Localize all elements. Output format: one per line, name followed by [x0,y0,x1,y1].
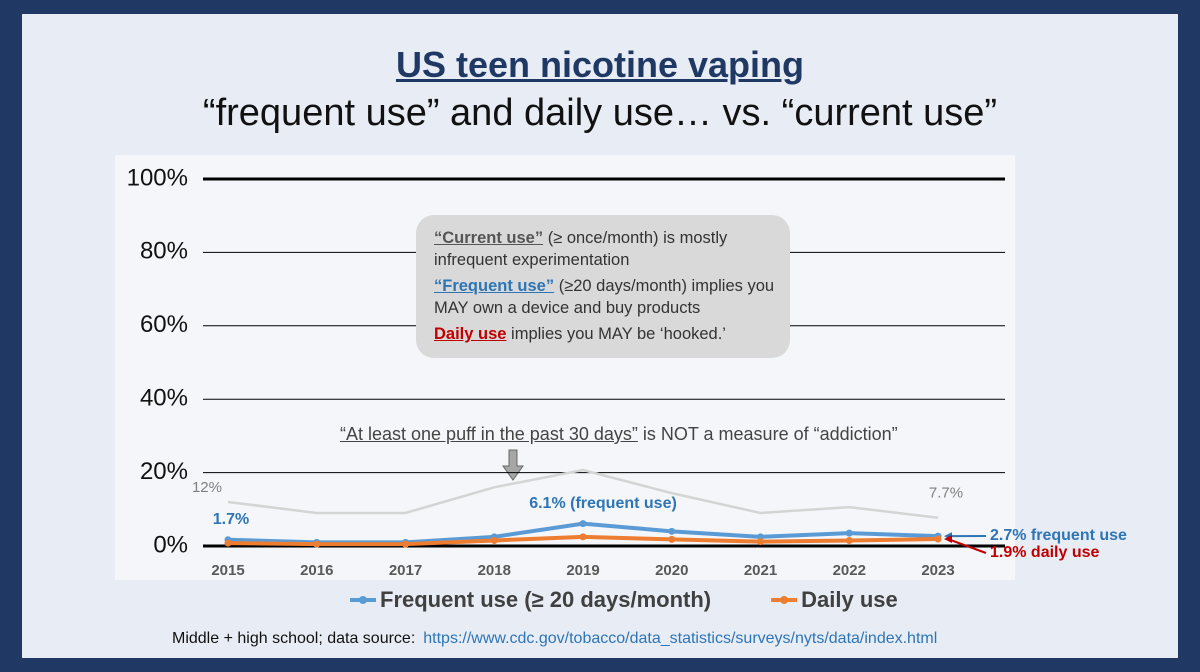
x-tick-label: 2021 [744,562,777,579]
callout-line: “Frequent use” (≥20 days/month) implies … [434,275,776,319]
note-text: is NOT a measure of “addiction” [637,424,898,444]
label-arrowhead [944,535,952,544]
value-label: 7.7% [929,485,963,502]
point [224,539,232,547]
source-url[interactable]: https://www.cdc.gov/tobacco/data_statist… [423,630,938,647]
x-tick-label: 2018 [478,562,511,579]
x-tick-label: 2016 [300,562,333,579]
y-tick-label: 40% [140,385,188,412]
source-text: Middle + high school; data source: [172,630,416,647]
callout-emphasis: “Current use” [434,229,544,247]
y-tick-label: 20% [140,458,188,485]
series-line [227,468,939,519]
point [845,529,853,537]
x-tick-label: 2019 [566,562,599,579]
point [490,536,498,544]
legend-marker [780,596,789,604]
value-label: 1.9% daily use [990,544,1099,561]
x-tick-label: 2023 [921,562,954,579]
point [845,536,853,544]
point [579,520,587,528]
note-arrow [502,449,524,481]
x-tick-label: 2020 [655,562,688,579]
value-label: 1.7% [213,511,249,528]
source: Middle + high school; data source: https:… [172,630,937,648]
point [668,527,676,535]
callout-text: (≥20 days/month) implies you MAY own a d… [434,277,775,317]
legend-label: Daily use [801,587,898,612]
point [934,535,942,543]
label-arrow [947,538,987,554]
callout-emphasis: Daily use [434,325,507,343]
chart-subtitle: “frequent use” and daily use… vs. “curre… [202,92,998,134]
point [757,538,764,546]
point [579,533,587,541]
legend-marker [359,596,367,604]
callout-line: Daily use implies you MAY be ‘hooked.’ [434,323,776,345]
x-tick-label: 2015 [211,562,244,579]
note-emphasis: “At least one puff in the past 30 days” [340,424,638,444]
chart-title: US teen nicotine vaping [395,44,805,85]
note: “At least one puff in the past 30 days” … [340,424,898,445]
point [668,535,676,543]
value-label: 12% [192,479,222,496]
x-tick-label: 2017 [389,562,422,579]
y-tick-label: 80% [140,238,188,265]
callout-text: implies you MAY be ‘hooked.’ [506,325,726,343]
value-label: 2.7% frequent use [990,527,1127,544]
value-label: 6.1% (frequent use) [529,495,677,512]
y-tick-label: 60% [140,311,188,338]
callout-line: “Current use” (≥ once/month) is mostly i… [434,227,776,271]
point [313,540,321,548]
callout-text: (≥ once/month) is mostly infrequent expe… [434,229,728,269]
y-tick-label: 0% [153,531,188,558]
x-tick-label: 2022 [833,562,866,579]
y-tick-label: 100% [127,164,188,191]
legend-label: Frequent use (≥ 20 days/month) [380,587,711,612]
callout-emphasis: “Frequent use” [434,277,555,295]
point [402,540,409,548]
callout-box: “Current use” (≥ once/month) is mostly i… [416,215,790,358]
